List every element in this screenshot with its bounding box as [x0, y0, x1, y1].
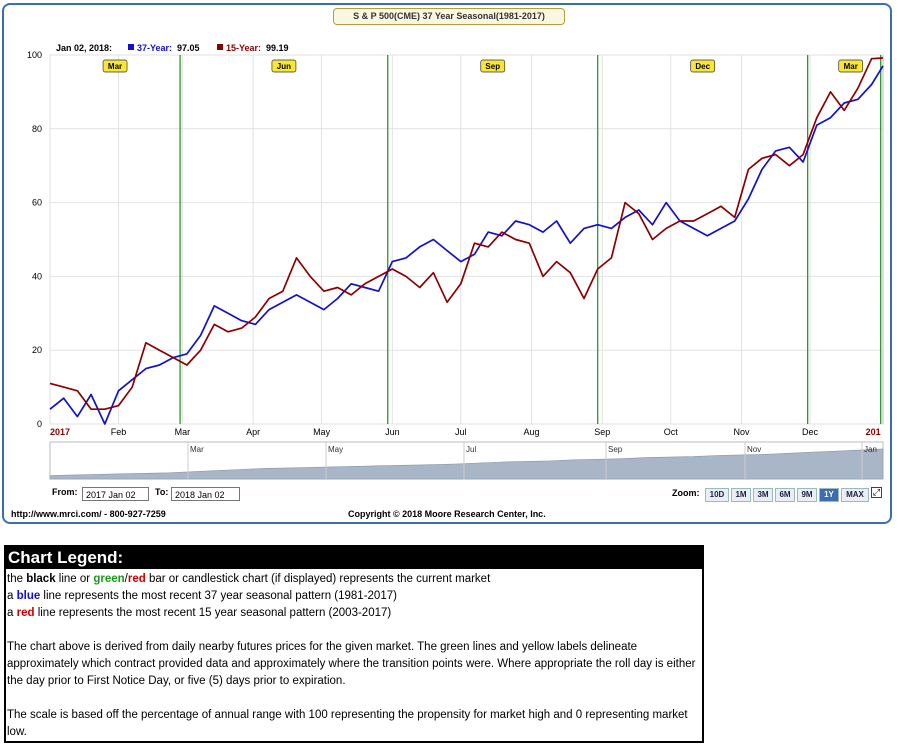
navigator-label: Mar — [190, 445, 204, 454]
chart-svg[interactable]: Mar Jun Sep Dec Mar 0 20 40 60 80 100 2017 Feb Mar Ap… — [0, 0, 897, 525]
legend-heading: Chart Legend: — [6, 547, 702, 569]
y-tick-label: 60 — [32, 198, 42, 208]
zoom-1m-button[interactable]: 1M — [731, 488, 751, 502]
navigator-label: Sep — [608, 445, 623, 454]
x-tick-label: Jul — [455, 427, 467, 437]
contract-label: Jun — [277, 62, 291, 71]
navigator-label: Nov — [747, 445, 761, 454]
footer-copyright: Copyright © 2018 Moore Research Center, … — [348, 509, 546, 519]
x-tick-label: Sep — [594, 427, 610, 437]
zoom-3m-button[interactable]: 3M — [753, 488, 773, 502]
readout: Jan 02, 2018: 37-Year: 97.05 15-Year: 99… — [56, 43, 289, 53]
legend-line-current: the black line or green/red bar or candl… — [7, 573, 491, 585]
zoom-10d-button[interactable]: 10D — [705, 488, 729, 502]
footer-url[interactable]: http://www.mrci.com/ - 800-927-7259 — [11, 509, 166, 519]
zoom-6m-button[interactable]: 6M — [775, 488, 795, 502]
contract-label-box — [838, 59, 864, 73]
zoom-label: Zoom: — [672, 488, 700, 498]
contract-label: Mar — [108, 62, 122, 71]
chart-legend: Chart Legend: the black line or green/re… — [4, 545, 704, 743]
navigator-label: Jan — [864, 445, 877, 454]
contract-label-box — [102, 59, 128, 73]
series-line-37year — [49, 65, 884, 425]
x-tick-label: 201 — [866, 427, 881, 437]
fullscreen-icon[interactable]: ⤢ — [871, 487, 882, 498]
legend-paragraph-derivation: The chart above is derived from daily ne… — [7, 641, 696, 687]
x-tick-label: Apr — [246, 427, 260, 437]
readout-15-value: 99.19 — [266, 43, 289, 53]
contract-label: Dec — [695, 62, 710, 71]
legend-line-15year: a red line represents the most recent 15… — [7, 607, 392, 619]
contract-label-box — [271, 59, 297, 73]
readout-15-label: 15-Year: — [226, 43, 261, 53]
zoom-1y-button[interactable]: 1Y — [819, 488, 839, 502]
to-date-input[interactable]: 2018 Jan 02 — [171, 487, 240, 501]
plot-area — [49, 54, 884, 425]
s37-swatch — [128, 44, 134, 50]
y-tick-label: 80 — [32, 124, 42, 134]
s15-swatch — [217, 44, 223, 50]
x-tick-label: May — [313, 427, 331, 437]
series-line-15year — [49, 57, 884, 411]
readout-date: Jan 02, 2018: — [56, 43, 112, 53]
to-label: To: — [155, 487, 169, 497]
contract-label-box — [690, 59, 716, 73]
legend-paragraph-scale: The scale is based off the percentage of… — [7, 709, 688, 738]
x-tick-label: Aug — [524, 427, 540, 437]
readout-37-value: 97.05 — [177, 43, 200, 53]
from-label: From: — [52, 487, 78, 497]
axes: 0 20 40 60 80 100 2017 Feb Mar Apr May Jun Jul Aug Sep… — [27, 50, 881, 437]
readout-37-label: 37-Year: — [137, 43, 172, 53]
x-tick-label: Oct — [664, 427, 679, 437]
chart-title: S & P 500(CME) 37 Year Seasonal(1981-201… — [333, 8, 565, 25]
contract-label: Sep — [485, 62, 500, 71]
from-date-input[interactable]: 2017 Jan 02 — [82, 487, 149, 501]
x-tick-label: Mar — [175, 427, 191, 437]
zoom-9m-button[interactable]: 9M — [797, 488, 817, 502]
series-lines — [49, 57, 884, 425]
grid — [49, 54, 884, 425]
contract-label: Mar — [844, 62, 858, 71]
contract-label-box — [480, 59, 506, 73]
x-tick-label: 2017 — [50, 427, 70, 437]
navigator-label: May — [328, 445, 343, 454]
legend-line-37year: a blue line represents the most recent 3… — [7, 590, 397, 602]
zoom-max-button[interactable]: MAX — [841, 488, 869, 502]
y-tick-label: 0 — [37, 419, 42, 429]
x-tick-label: Jun — [385, 427, 400, 437]
navigator-label: Jul — [466, 445, 476, 454]
x-tick-label: Dec — [802, 427, 819, 437]
x-tick-label: Nov — [733, 427, 750, 437]
y-tick-label: 40 — [32, 271, 42, 281]
navigator: Mar May Jul Sep Nov Jan — [49, 441, 884, 480]
x-tick-label: Feb — [111, 427, 127, 437]
y-tick-label: 100 — [27, 50, 42, 60]
contract-transition-lines: Mar Jun Sep Dec Mar — [102, 55, 882, 424]
y-tick-label: 20 — [32, 345, 42, 355]
navigator-area — [49, 448, 884, 480]
